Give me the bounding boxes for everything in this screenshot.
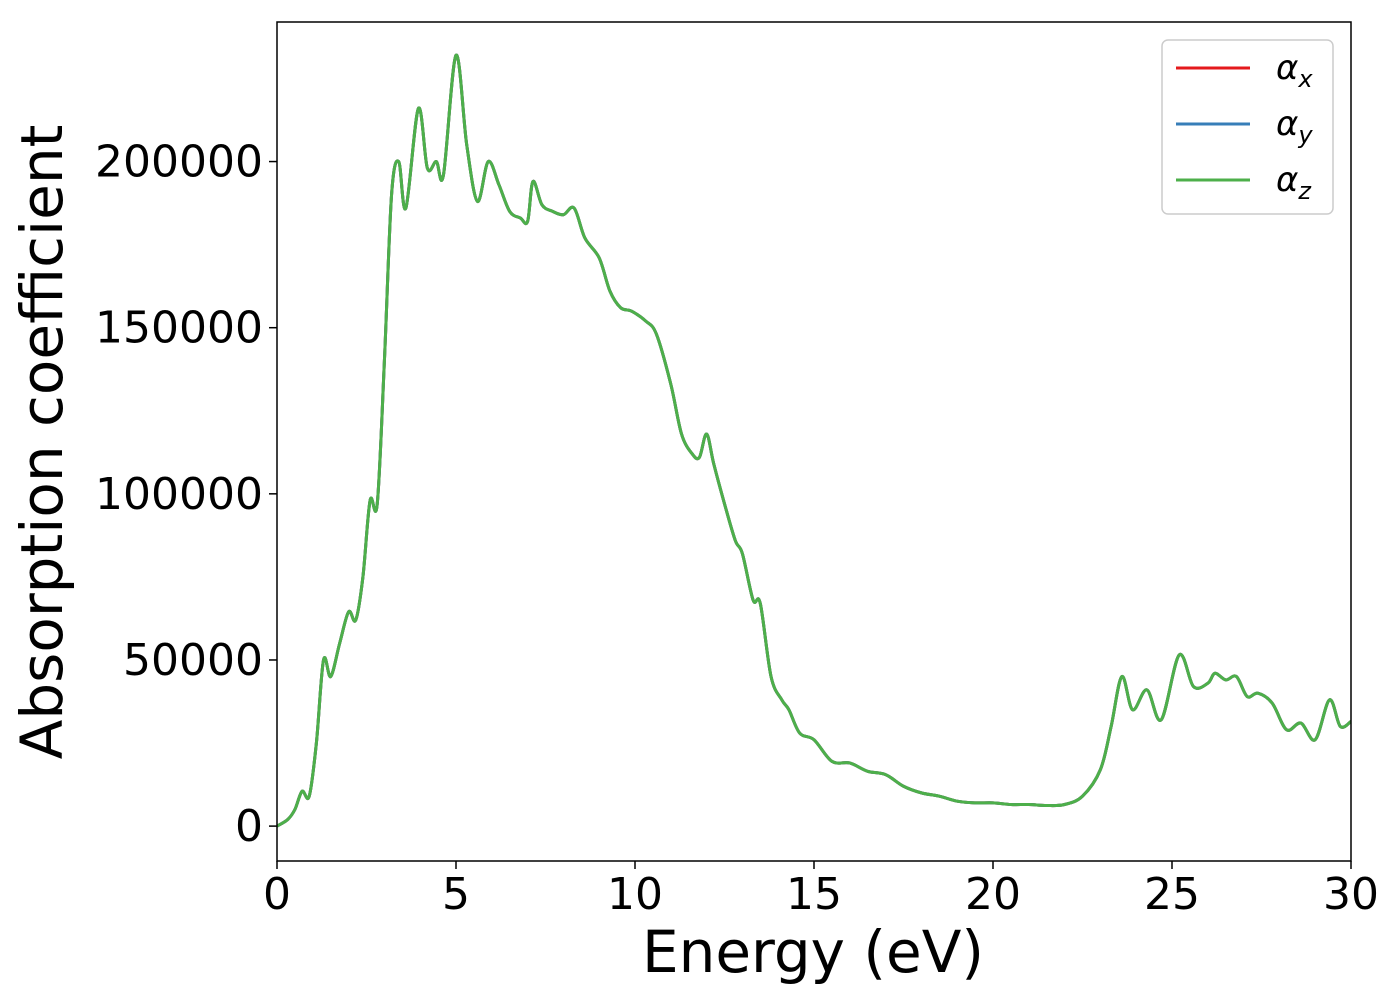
x-axis-label: Energy (eV)	[642, 918, 984, 986]
legend-label-x: αx	[1276, 48, 1313, 93]
y-axis-label: Absorption coefficient	[8, 125, 76, 760]
x-tick-label: 5	[442, 869, 470, 920]
legend-label-z: αz	[1276, 160, 1312, 205]
series-line-z	[277, 53, 1351, 828]
x-tick-label: 30	[1323, 869, 1379, 920]
y-tick-label: 150000	[95, 303, 263, 354]
plot-area	[277, 53, 1351, 828]
y-tick-label: 200000	[95, 137, 263, 188]
x-tick-label: 10	[607, 869, 663, 920]
axes: 0 5 10 15 20 25 30 0 50000 100000 150000 200000	[95, 21, 1379, 920]
x-tick-label: 15	[786, 869, 842, 920]
x-tick-label: 25	[1144, 869, 1200, 920]
legend-box	[1161, 39, 1334, 215]
y-tick-label: 100000	[95, 469, 263, 520]
x-tick-label: 20	[965, 869, 1021, 920]
legend-label-y: αy	[1276, 104, 1313, 149]
y-tick-label: 0	[235, 801, 263, 852]
legend: αx αy αz	[1161, 39, 1334, 215]
x-tick-label: 0	[263, 869, 291, 920]
y-tick-label: 50000	[123, 635, 263, 686]
